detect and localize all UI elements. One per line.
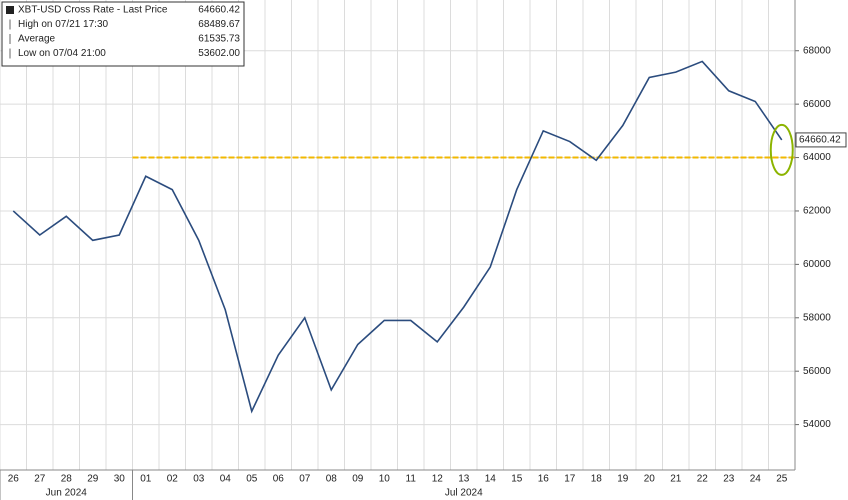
y-tick-label: 54000: [803, 419, 831, 430]
x-tick-label: 19: [617, 474, 629, 485]
x-tick-label: 18: [591, 474, 603, 485]
y-tick-label: 62000: [803, 206, 831, 217]
x-tick-label: 15: [511, 474, 523, 485]
month-label: Jul 2024: [445, 488, 483, 499]
legend-name: Low on 07/04 21:00: [18, 48, 106, 59]
legend: XBT-USD Cross Rate - Last Price 64660.42 H…: [1, 1, 245, 67]
x-tick-label: 20: [644, 474, 656, 485]
legend-box: [1, 1, 245, 67]
last-price-label: 64660.42: [799, 135, 841, 146]
x-tick-label: 07: [299, 474, 311, 485]
x-tick-label: 17: [564, 474, 576, 485]
legend-value: 61535.73: [198, 34, 240, 45]
y-tick-label: 66000: [803, 99, 831, 110]
x-tick-label: 23: [723, 474, 735, 485]
x-tick-label: 25: [776, 474, 788, 485]
price-line: [12, 60, 783, 414]
x-tick-label: 28: [61, 474, 73, 485]
x-tick-label: 01: [140, 474, 152, 485]
x-tick-label: 14: [485, 474, 497, 485]
legend-value: 68489.67: [198, 19, 240, 30]
x-tick-label: 27: [34, 474, 46, 485]
y-tick-label: 56000: [803, 366, 831, 377]
x-tick-label: 11: [406, 474, 417, 485]
month-label: Jun 2024: [46, 488, 88, 499]
legend-value: 64660.42: [198, 5, 240, 16]
x-tick-label: 08: [326, 474, 338, 485]
x-tick-label: 24: [750, 474, 762, 485]
x-tick-label: 02: [167, 474, 179, 485]
x-tick-label: 21: [670, 474, 682, 485]
x-tick-label: 13: [458, 474, 470, 485]
x-tick-label: 16: [538, 474, 550, 485]
last-price-box: [795, 132, 847, 148]
legend-name: Average: [18, 34, 56, 45]
highlight-ellipse: [769, 123, 794, 176]
y-tick-label: 60000: [803, 259, 831, 270]
legend-value: 53602.00: [198, 48, 240, 59]
x-tick-label: 09: [352, 474, 364, 485]
y-tick-label: 58000: [803, 312, 831, 323]
y-tick-label: 68000: [803, 45, 831, 56]
y-tick-label: 64000: [803, 152, 831, 163]
legend-name: XBT-USD Cross Rate - Last Price: [18, 5, 168, 16]
legend-name: High on 07/21 17:30: [18, 19, 109, 30]
x-tick-label: 30: [114, 474, 126, 485]
x-tick-label: 04: [220, 474, 232, 485]
legend-swatch: [6, 6, 14, 14]
x-tick-label: 06: [273, 474, 285, 485]
x-tick-label: 26: [8, 474, 20, 485]
x-tick-label: 22: [697, 474, 709, 485]
x-tick-label: 12: [432, 474, 444, 485]
x-tick-label: 29: [87, 474, 99, 485]
x-tick-label: 05: [246, 474, 258, 485]
x-tick-label: 10: [379, 474, 391, 485]
x-tick-label: 03: [193, 474, 205, 485]
